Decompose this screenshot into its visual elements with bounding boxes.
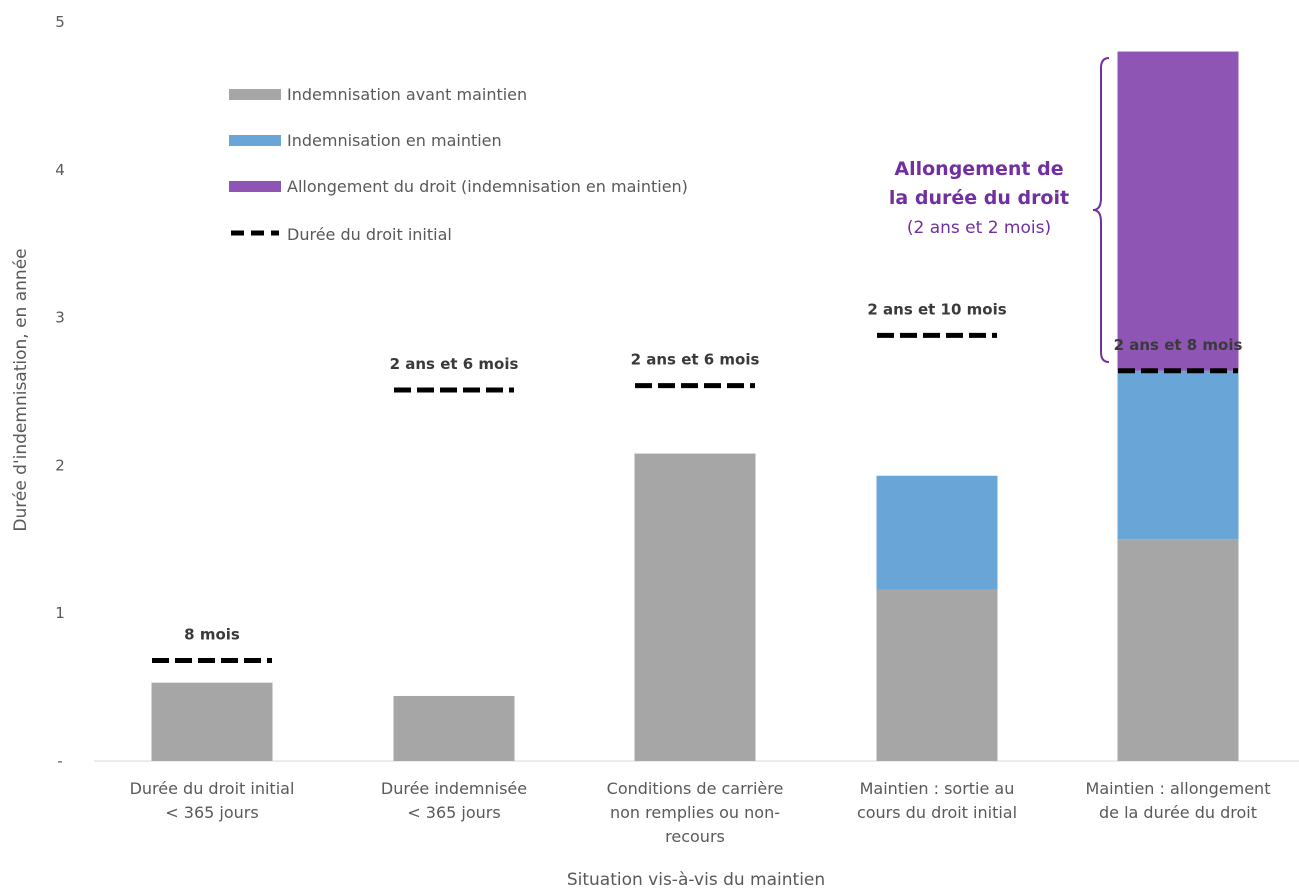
y-tick-label: 4 — [55, 161, 65, 179]
category-label: Maintien : sortie au cours du droit initi… — [857, 779, 1017, 822]
annotation-line-1: Allongement de — [894, 158, 1063, 180]
y-tick-label: 2 — [55, 456, 65, 474]
bar-segment-1 — [151, 682, 273, 761]
y-tick-label: 1 — [55, 604, 65, 622]
bar-segment-1 — [876, 589, 998, 761]
legend: Indemnisation avant maintien Indemnisati… — [229, 85, 688, 244]
y-axis-ticks: - 1 2 3 4 5 — [55, 13, 65, 770]
annotation-brace — [1092, 57, 1110, 363]
initial-right-label: 8 mois — [184, 625, 240, 643]
bar-segment-1 — [393, 695, 515, 761]
category-label: Maintien : allongement de la durée du dro… — [1086, 779, 1271, 822]
legend-label-allongement: Allongement du droit (indemnisation en m… — [287, 177, 688, 196]
initial-right-label: 2 ans et 6 mois — [631, 351, 760, 369]
y-tick-label: 5 — [55, 13, 65, 31]
bar-segment-3 — [1117, 51, 1239, 371]
legend-swatch-before — [229, 89, 281, 100]
category-label: Durée du droit initial < 365 jours — [130, 779, 295, 822]
category-label: Durée indemnisée < 365 jours — [381, 779, 527, 822]
initial-right-label: 2 ans et 10 mois — [867, 300, 1006, 318]
y-tick-label: - — [57, 752, 62, 770]
y-axis-title: Durée d'indemnisation, en année — [11, 248, 31, 531]
legend-label-before: Indemnisation avant maintien — [287, 85, 527, 104]
bar-segment-2 — [876, 475, 998, 590]
bars — [151, 51, 1239, 761]
category-label: Conditions de carrière non remplies ou no… — [607, 779, 784, 846]
bar-segment-2 — [1117, 370, 1239, 540]
x-axis-title: Situation vis-à-vis du maintien — [567, 870, 825, 890]
legend-label-initial: Durée du droit initial — [287, 225, 452, 244]
initial-right-label: 2 ans et 8 mois — [1114, 336, 1243, 354]
extension-annotation: Allongement de la durée du droit (2 ans … — [889, 57, 1110, 363]
bar-segment-1 — [634, 453, 756, 761]
legend-swatch-allongement — [229, 181, 281, 192]
legend-label-maintien: Indemnisation en maintien — [287, 131, 502, 150]
annotation-line-3: (2 ans et 2 mois) — [907, 218, 1051, 238]
legend-swatch-maintien — [229, 135, 281, 146]
initial-right-label: 2 ans et 6 mois — [390, 355, 519, 373]
y-tick-label: 3 — [55, 309, 65, 327]
category-labels: Durée du droit initial < 365 jours Durée i… — [130, 779, 1271, 846]
annotation-line-2: la durée du droit — [889, 187, 1069, 209]
bar-segment-1 — [1117, 539, 1239, 761]
initial-right-markers: 8 mois 2 ans et 6 mois 2 ans et 6 mois 2 an… — [152, 300, 1243, 663]
